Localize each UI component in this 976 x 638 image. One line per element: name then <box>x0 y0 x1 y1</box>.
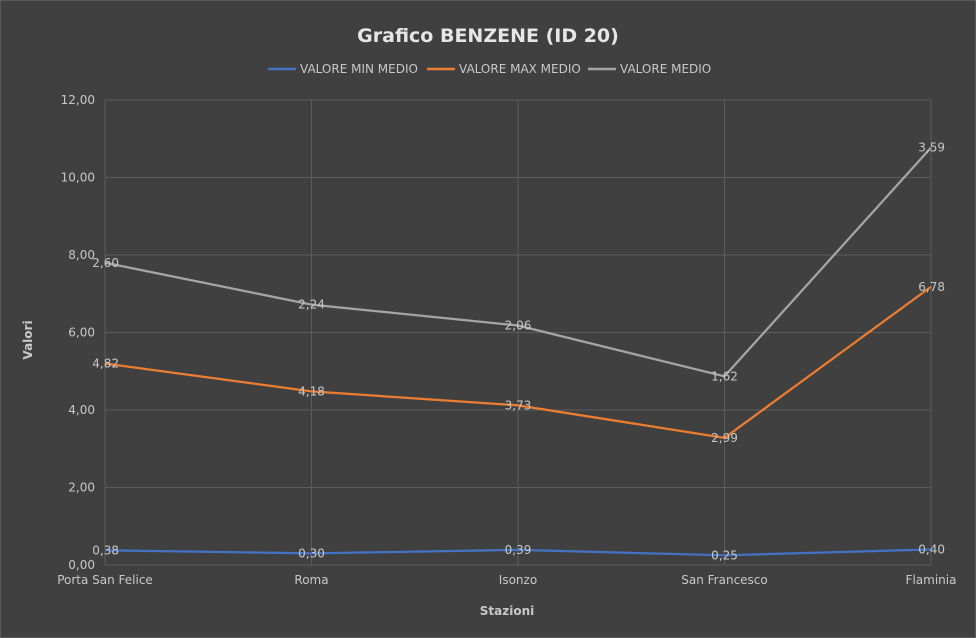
x-tick-label: San Francesco <box>681 573 767 587</box>
data-label: 0,39 <box>505 543 532 557</box>
y-tick-label: 2,00 <box>68 481 95 495</box>
x-axis-title: Stazioni <box>480 604 534 618</box>
y-tick-label: 10,00 <box>61 171 95 185</box>
series-line <box>104 146 932 378</box>
data-label: 0,40 <box>918 543 945 557</box>
legend-label: VALORE MEDIO <box>620 62 711 76</box>
data-label: 0,25 <box>711 548 738 562</box>
data-label: 0,30 <box>298 546 325 560</box>
x-tick-label: Roma <box>294 573 328 587</box>
x-tick-label: Porta San Felice <box>57 573 153 587</box>
y-tick-label: 0,00 <box>68 558 95 572</box>
data-label: 1,62 <box>711 369 738 383</box>
data-label: 2,99 <box>711 431 738 445</box>
data-label: 6,78 <box>918 280 945 294</box>
data-label: 3,59 <box>918 141 945 155</box>
y-tick-label: 4,00 <box>68 403 95 417</box>
data-label: 0,38 <box>92 543 119 557</box>
data-label: 2,24 <box>298 298 325 312</box>
data-label: 2,60 <box>92 256 119 270</box>
data-label: 4,82 <box>92 357 119 371</box>
y-axis-title: Valori <box>21 320 35 359</box>
series-line <box>104 285 932 440</box>
y-tick-label: 6,00 <box>68 326 95 340</box>
data-label: 2,06 <box>505 319 532 333</box>
series-line <box>104 548 932 557</box>
legend-label: VALORE MAX MEDIO <box>459 62 581 76</box>
x-tick-label: Flaminia <box>906 573 957 587</box>
legend-label: VALORE MIN MEDIO <box>300 62 418 76</box>
data-label: 3,73 <box>505 398 532 412</box>
data-label: 4,18 <box>298 384 325 398</box>
y-tick-label: 8,00 <box>68 248 95 262</box>
y-tick-label: 12,00 <box>61 93 95 107</box>
x-tick-label: Isonzo <box>499 573 537 587</box>
chart-title: Grafico BENZENE (ID 20) <box>357 25 619 47</box>
